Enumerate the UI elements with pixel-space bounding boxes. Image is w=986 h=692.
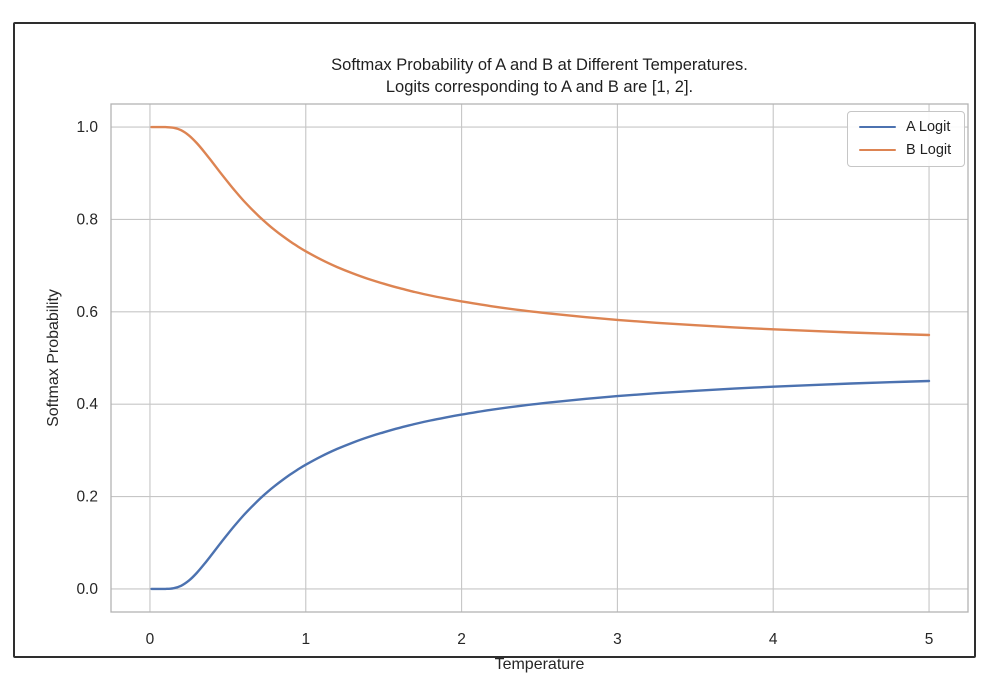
legend-label-a: A Logit (906, 119, 951, 135)
x-tick-label-0: 0 (146, 631, 155, 648)
plot-canvas: 0 1 2 3 4 5 0.0 0.2 0.4 0.6 0.8 1.0 (76, 103, 969, 648)
x-tick-label-1: 1 (301, 631, 310, 648)
chart-title-line-2: Logits corresponding to A and B are [1, … (385, 77, 694, 96)
y-tick-label-1.0: 1.0 (76, 119, 98, 136)
legend: A Logit B Logit (847, 111, 965, 167)
plot-border (110, 103, 969, 613)
x-tick-label-2: 2 (457, 631, 466, 648)
legend-item-a-logit: A Logit (859, 119, 952, 135)
figure-frame: 0 1 2 3 4 5 0.0 0.2 0.4 0.6 0.8 1.0 Softmax Probabi… (13, 22, 976, 673)
y-tick-label-0.6: 0.6 (76, 304, 98, 321)
x-axis-label: Temperature (494, 656, 585, 673)
y-tick-label-0.8: 0.8 (76, 211, 98, 228)
y-tick-label-0.0: 0.0 (76, 581, 98, 598)
series-line-b-logit (150, 125, 931, 337)
x-tick-label-5: 5 (925, 631, 934, 648)
screenshot-root: 0 1 2 3 4 5 0.0 0.2 0.4 0.6 0.8 1.0 Softmax Probabi… (13, 22, 976, 673)
chart-title-line-1: Softmax Probability of A and B at Differ… (331, 56, 748, 74)
x-tick-label-4: 4 (769, 631, 778, 648)
y-axis-label: Softmax Probability (45, 289, 62, 427)
legend-line-sample-a (859, 125, 896, 129)
y-tick-label-0.2: 0.2 (76, 489, 98, 506)
legend-item-b-logit: B Logit (859, 142, 952, 158)
chart-title: Softmax Probability of A and B at Differ… (111, 55, 968, 98)
x-tick-label-3: 3 (613, 631, 622, 648)
legend-label-b: B Logit (906, 142, 952, 158)
series-line-a-logit (150, 379, 931, 591)
legend-line-sample-b (859, 148, 896, 152)
y-tick-label-0.4: 0.4 (76, 396, 98, 413)
